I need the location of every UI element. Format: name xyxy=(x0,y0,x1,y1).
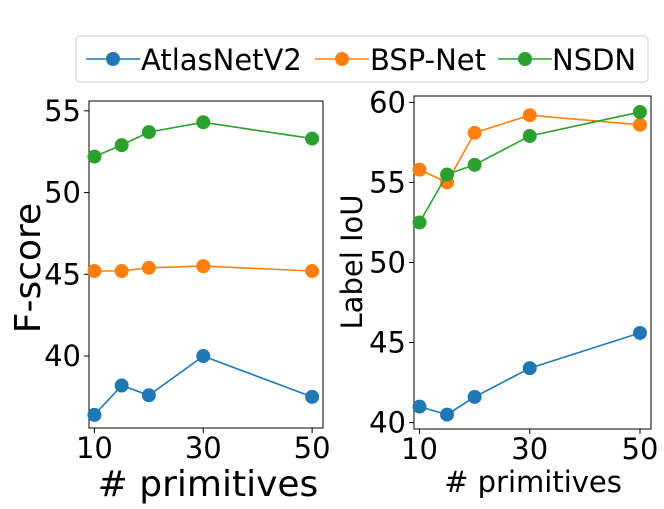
y-tick-label-label-iou-50: 50 xyxy=(369,246,406,280)
series-layer-fscore xyxy=(87,115,320,422)
y-tick-label-fscore-50: 50 xyxy=(44,176,81,210)
data-point-fscore-atlasnetv2-15 xyxy=(114,378,129,393)
data-point-label-iou-bsp-net-30 xyxy=(522,108,537,123)
data-point-label-iou-atlasnetv2-50 xyxy=(632,325,647,340)
data-point-fscore-bsp-net-15 xyxy=(114,264,129,279)
data-point-label-iou-atlasnetv2-10 xyxy=(412,399,427,414)
x-ticks-fscore: 10 30 50 xyxy=(76,428,331,465)
legend-label-atlasnetv2: AtlasNetV2 xyxy=(141,43,302,77)
y-tick-label-fscore-55: 55 xyxy=(44,94,81,128)
legend-marker-bsp-net xyxy=(335,52,349,66)
data-point-fscore-atlasnetv2-30 xyxy=(196,349,211,364)
data-point-label-iou-bsp-net-20 xyxy=(467,125,482,140)
data-point-fscore-bsp-net-30 xyxy=(196,259,211,274)
data-point-fscore-nsdn-15 xyxy=(114,138,129,153)
data-point-label-iou-nsdn-15 xyxy=(440,167,455,182)
plot-area-fscore xyxy=(88,100,324,429)
x-tick-label-fscore-50: 50 xyxy=(294,431,331,465)
chart-fscore: 10 30 50 40 45 50 55 # primitives F-score xyxy=(8,94,331,505)
x-tick-label-fscore-10: 10 xyxy=(76,431,113,465)
data-point-fscore-nsdn-20 xyxy=(141,125,156,140)
legend-entry-nsdn: NSDN xyxy=(498,43,636,77)
x-tick-label-label-iou-30: 30 xyxy=(511,432,548,466)
data-point-label-iou-nsdn-20 xyxy=(467,157,482,172)
legend-entry-bsp-net: BSP-Net xyxy=(315,43,486,77)
x-axis-label-fscore: # primitives xyxy=(98,464,319,505)
legend-marker-atlasnetv2 xyxy=(106,52,120,66)
data-point-label-iou-bsp-net-50 xyxy=(632,117,647,132)
data-point-label-iou-nsdn-50 xyxy=(632,105,647,120)
y-axis-label-label-iou: Label IoU xyxy=(335,195,369,330)
data-point-label-iou-nsdn-10 xyxy=(412,215,427,230)
y-ticks-label-iou: 40 45 50 55 60 xyxy=(369,85,414,440)
legend-label-nsdn: NSDN xyxy=(552,43,636,77)
data-point-label-iou-bsp-net-10 xyxy=(412,162,427,177)
legend: AtlasNetV2 BSP-Net NSDN xyxy=(75,35,649,83)
x-ticks-label-iou: 10 30 50 xyxy=(401,429,658,466)
plot-area-label-iou xyxy=(413,95,652,430)
legend-label-bsp-net: BSP-Net xyxy=(370,43,486,77)
data-point-label-iou-atlasnetv2-30 xyxy=(522,361,537,376)
x-tick-label-label-iou-10: 10 xyxy=(401,432,438,466)
x-tick-label-fscore-30: 30 xyxy=(185,431,222,465)
data-point-fscore-bsp-net-10 xyxy=(87,264,102,279)
y-tick-label-label-iou-55: 55 xyxy=(369,165,406,199)
y-tick-label-fscore-40: 40 xyxy=(44,339,81,373)
data-point-fscore-atlasnetv2-20 xyxy=(141,388,156,403)
y-tick-label-label-iou-60: 60 xyxy=(369,85,406,119)
data-point-label-iou-atlasnetv2-20 xyxy=(467,389,482,404)
y-tick-label-fscore-45: 45 xyxy=(44,257,81,291)
data-point-fscore-bsp-net-50 xyxy=(305,264,320,279)
data-point-fscore-atlasnetv2-10 xyxy=(87,407,102,422)
y-tick-label-label-iou-40: 40 xyxy=(369,406,406,440)
x-tick-label-label-iou-50: 50 xyxy=(622,432,659,466)
data-point-fscore-nsdn-10 xyxy=(87,149,102,164)
series-layer-label-iou xyxy=(412,105,647,422)
data-point-label-iou-atlasnetv2-15 xyxy=(440,407,455,422)
series-line-label-iou-nsdn xyxy=(418,111,641,223)
legend-entry-atlasnetv2: AtlasNetV2 xyxy=(86,43,302,77)
x-axis-label-label-iou: # primitives xyxy=(444,465,622,499)
data-point-fscore-atlasnetv2-50 xyxy=(305,389,320,404)
legend-marker-nsdn xyxy=(518,52,532,66)
y-axis-label-fscore: F-score xyxy=(8,203,49,333)
data-point-label-iou-nsdn-30 xyxy=(522,129,537,144)
y-ticks-fscore: 40 45 50 55 xyxy=(44,94,89,373)
data-point-fscore-nsdn-30 xyxy=(196,115,211,130)
data-point-fscore-bsp-net-20 xyxy=(141,260,156,275)
data-point-fscore-nsdn-50 xyxy=(305,131,320,146)
chart-label-iou: 10 30 50 40 45 50 55 60 # primitives Label IoU xyxy=(335,85,658,499)
y-tick-label-label-iou-45: 45 xyxy=(369,326,406,360)
